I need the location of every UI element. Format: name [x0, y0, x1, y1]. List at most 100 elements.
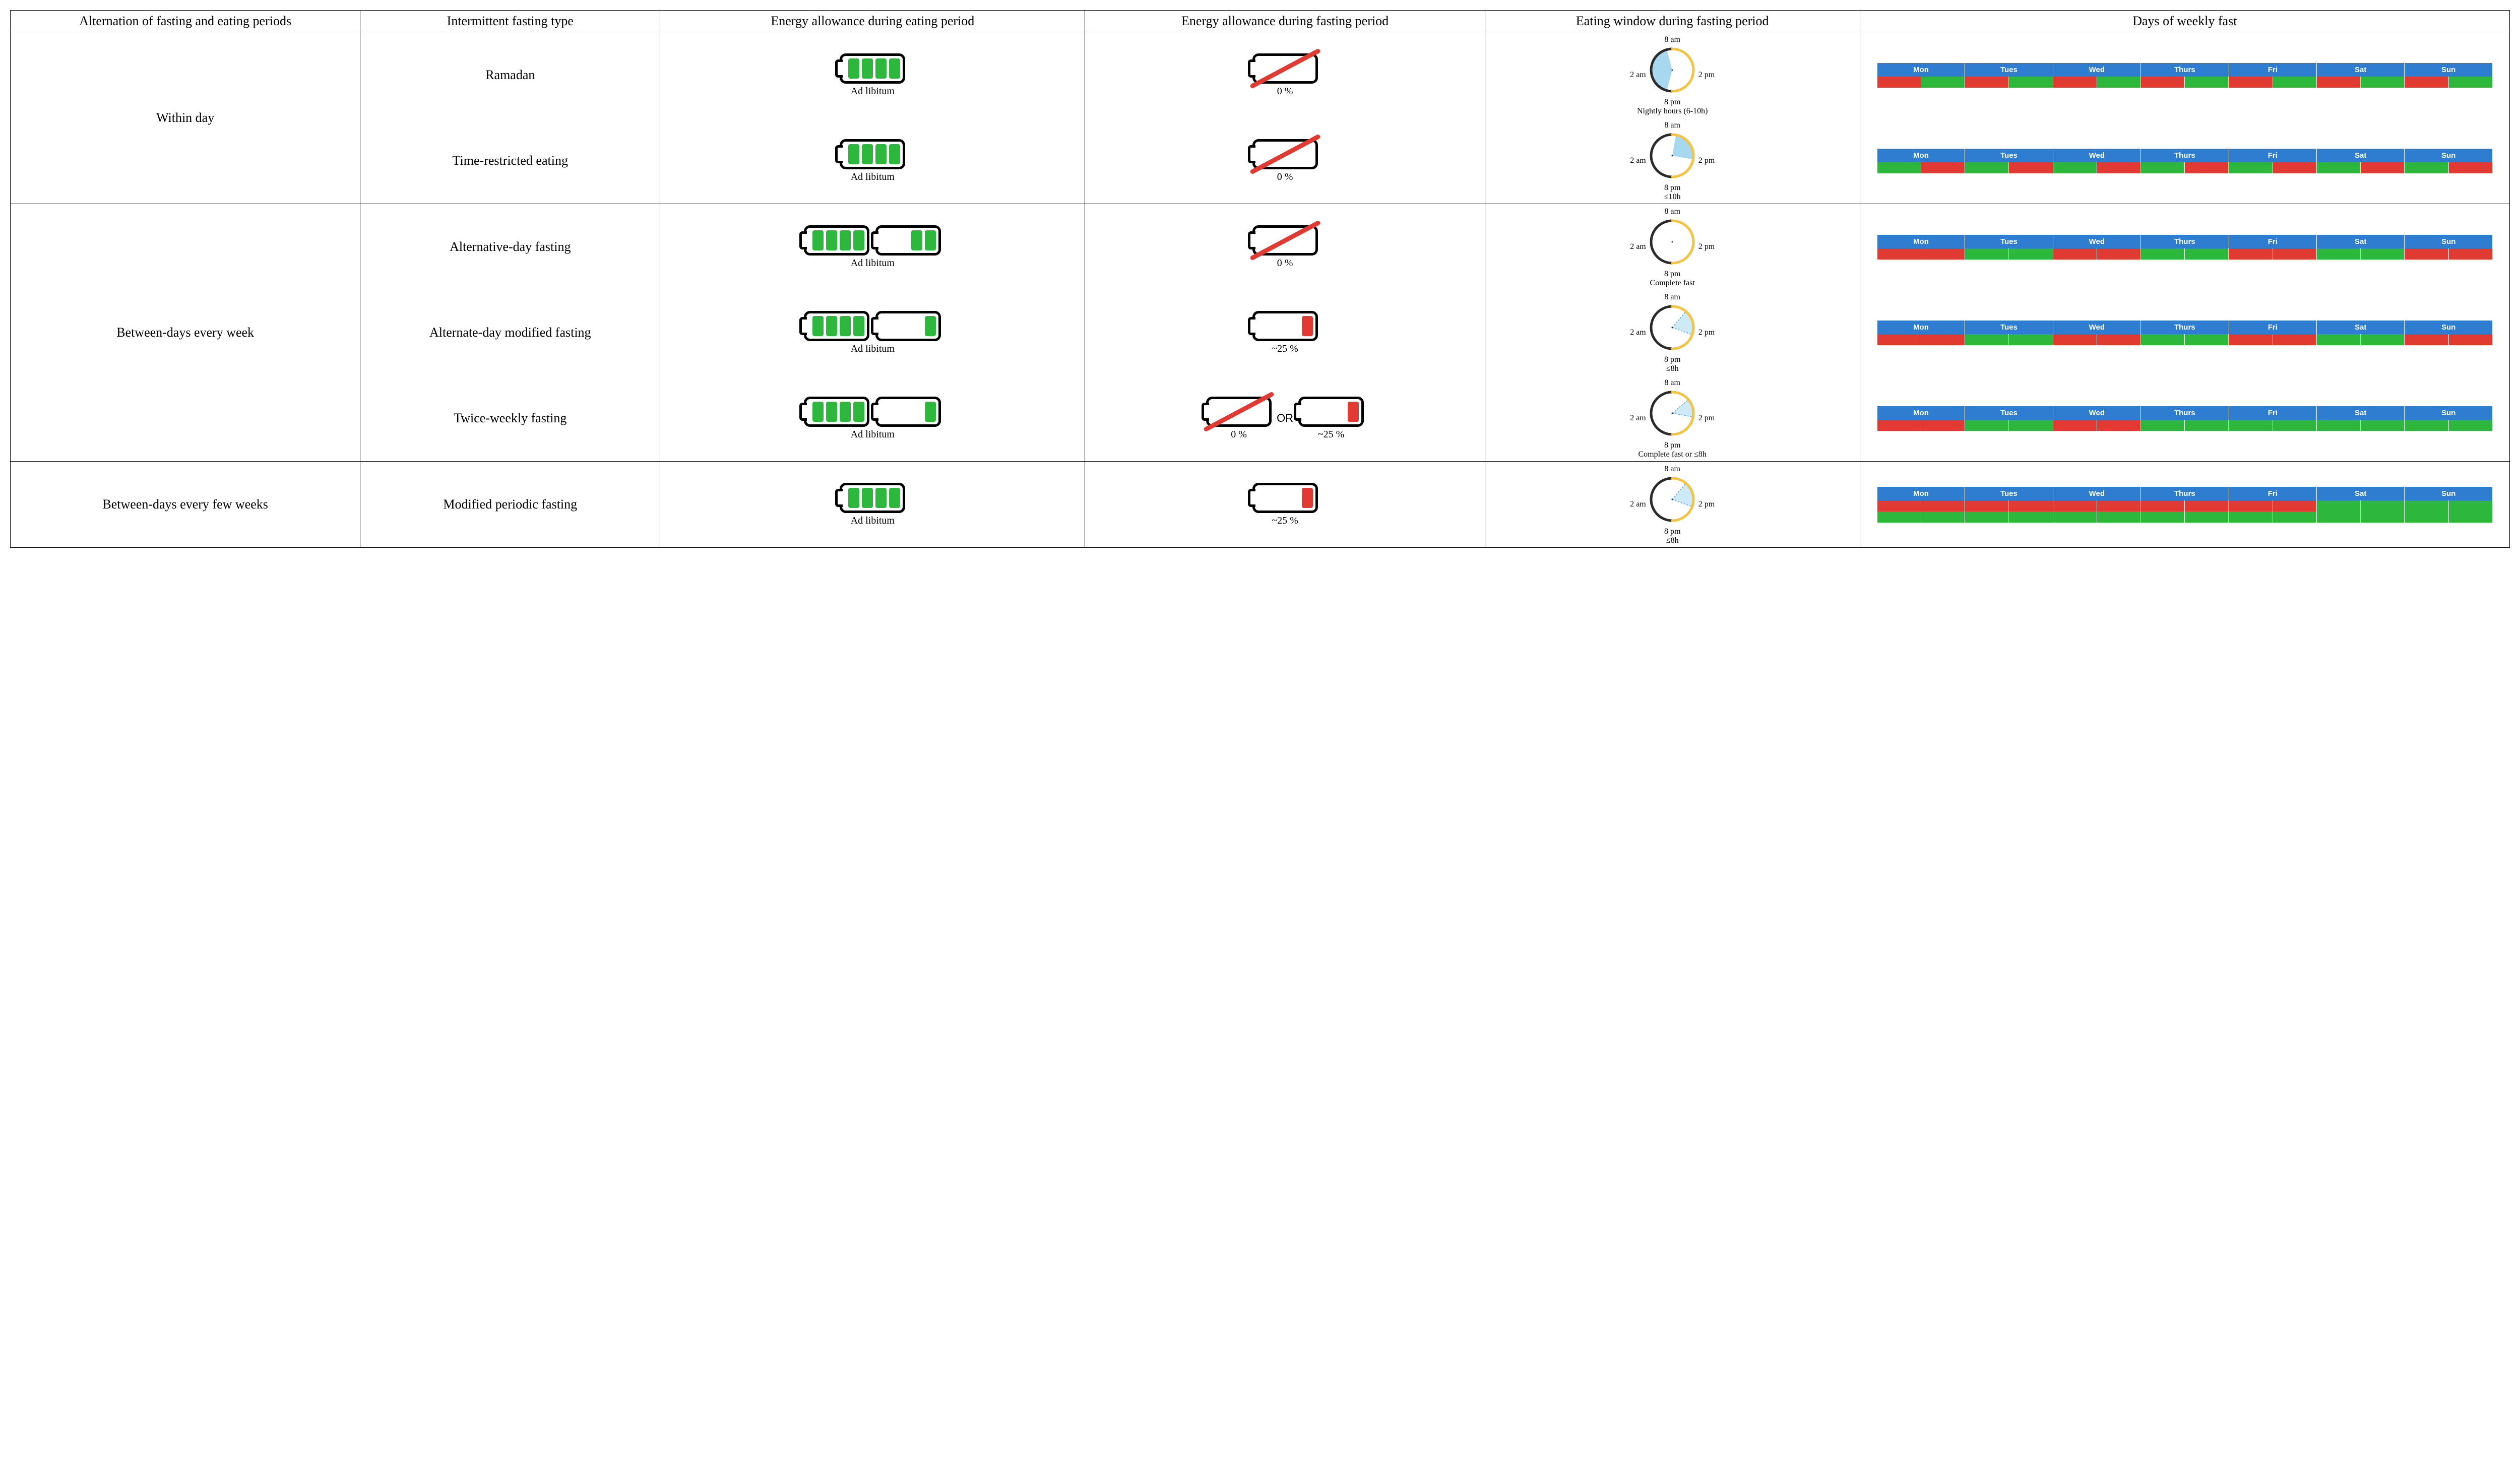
week-day-label: Sat — [2317, 235, 2405, 248]
clock-label: 2 pm — [1698, 156, 1715, 165]
clock-icon: 8 am8 pm2 am2 pmComplete fast — [1632, 209, 1713, 285]
battery-caption: Ad libitum — [851, 429, 895, 440]
battery-caption: Ad libitum — [851, 515, 895, 527]
battery-icon — [1252, 225, 1318, 256]
clock-label: 8 am — [1664, 121, 1680, 130]
col-type: RamadanTime-restricted eating — [360, 32, 660, 204]
battery-icon — [840, 53, 905, 84]
week-block: MonTuesWedThursFriSatSun — [1877, 149, 2492, 173]
battery-caption: Ad libitum — [851, 86, 895, 97]
header-weekly-days: Days of weekly fast — [1860, 11, 2509, 32]
group-label: Within day — [11, 32, 360, 204]
week-day-label: Tues — [1965, 235, 2053, 248]
fasting-table: Alternation of fasting and eating period… — [10, 10, 2510, 548]
week-day-label: Sun — [2405, 149, 2492, 162]
clock-label: 2 am — [1630, 71, 1646, 80]
clock-label: 8 pm — [1664, 98, 1680, 107]
col-fasting: 0 %~25 %0 %OR~25 % — [1085, 204, 1485, 462]
week-day-label: Tues — [1965, 321, 2053, 334]
col-window: 8 am8 pm2 am2 pm≤8h — [1485, 462, 1860, 548]
clock-caption: Complete fast — [1650, 279, 1695, 288]
battery-icon — [840, 483, 905, 513]
battery-caption: Ad libitum — [851, 343, 895, 355]
battery-icon — [804, 311, 869, 341]
type-label: Alternate-day modified fasting — [360, 290, 660, 375]
week-block: MonTuesWedThursFriSatSun — [1877, 487, 2492, 523]
clock-icon: 8 am8 pm2 am2 pm≤8h — [1632, 467, 1713, 542]
week-day-label: Fri — [2229, 321, 2317, 334]
week-day-label: Tues — [1965, 406, 2053, 420]
battery-caption: ~25 % — [1272, 515, 1298, 527]
type-label: Twice-weekly fasting — [360, 375, 660, 461]
week-day-label: Sun — [2405, 406, 2492, 420]
week-day-label: Mon — [1877, 235, 1965, 248]
week-day-label: Sat — [2317, 487, 2405, 500]
battery-icon — [875, 311, 941, 341]
battery-caption: 0 % — [1231, 429, 1247, 440]
clock-label: 2 pm — [1698, 414, 1715, 423]
col-type: Modified periodic fasting — [360, 462, 660, 548]
clock-label: 2 am — [1630, 328, 1646, 337]
col-week: MonTuesWedThursFriSatSunMonTuesWedThursF… — [1860, 204, 2509, 462]
week-day-label: Thurs — [2141, 487, 2229, 500]
week-day-label: Sat — [2317, 63, 2405, 77]
col-fasting: 0 % 0 % — [1085, 32, 1485, 204]
week-day-label: Wed — [2053, 235, 2141, 248]
clock-label: 8 pm — [1664, 527, 1680, 536]
group-label: Between-days every week — [11, 204, 360, 462]
clock-label: 2 am — [1630, 414, 1646, 423]
clock-caption: Nightly hours (6-10h) — [1637, 107, 1708, 116]
battery-icon — [840, 139, 905, 169]
clock-label: 8 pm — [1664, 355, 1680, 364]
week-day-label: Thurs — [2141, 235, 2229, 248]
battery-caption: ~25 % — [1318, 429, 1344, 440]
week-day-label: Sat — [2317, 406, 2405, 420]
battery-caption: ~25 % — [1272, 343, 1298, 355]
type-label: Time-restricted eating — [360, 118, 660, 204]
week-day-label: Thurs — [2141, 63, 2229, 77]
header-type: Intermittent fasting type — [360, 11, 660, 32]
clock-caption: Complete fast or ≤8h — [1638, 450, 1706, 459]
clock-caption: ≤8h — [1666, 536, 1679, 545]
clock-label: 8 pm — [1664, 441, 1680, 450]
clock-label: 8 pm — [1664, 270, 1680, 279]
week-day-label: Sun — [2405, 321, 2492, 334]
col-eating: Ad libitum Ad libitum Ad libitum — [660, 204, 1085, 462]
week-day-label: Wed — [2053, 149, 2141, 162]
col-week: MonTuesWedThursFriSatSunMonTuesWedThursF… — [1860, 32, 2509, 204]
clock-caption: ≤10h — [1664, 193, 1681, 202]
clock-caption: ≤8h — [1666, 364, 1679, 373]
clock-label: 2 pm — [1698, 242, 1715, 251]
clock-label: 8 am — [1664, 465, 1680, 474]
week-day-label: Mon — [1877, 487, 1965, 500]
week-block: MonTuesWedThursFriSatSun — [1877, 321, 2492, 345]
battery-icon — [1298, 397, 1364, 427]
battery-caption: Ad libitum — [851, 258, 895, 269]
clock-label: 2 pm — [1698, 328, 1715, 337]
battery-icon — [1206, 397, 1272, 427]
battery-caption: 0 % — [1277, 86, 1293, 97]
header-fasting-energy: Energy allowance during fasting period — [1085, 11, 1485, 32]
week-day-label: Mon — [1877, 149, 1965, 162]
week-day-label: Sun — [2405, 63, 2492, 77]
week-day-label: Mon — [1877, 406, 1965, 420]
type-label: Alternative-day fasting — [360, 204, 660, 290]
week-day-label: Thurs — [2141, 406, 2229, 420]
clock-label: 2 am — [1630, 156, 1646, 165]
battery-caption: 0 % — [1277, 171, 1293, 183]
week-day-label: Tues — [1965, 487, 2053, 500]
col-fasting: ~25 % — [1085, 462, 1485, 548]
clock-icon: 8 am8 pm2 am2 pm≤10h — [1632, 123, 1713, 199]
week-day-label: Wed — [2053, 321, 2141, 334]
clock-icon: 8 am 8 pm 2 am 2 pm Complete fast or ≤8h — [1632, 380, 1713, 456]
clock-label: 8 am — [1664, 378, 1680, 388]
col-window: 8 am 8 pm 2 am 2 pm Complete fast 8 am 8 pm 2 a… — [1485, 204, 1860, 462]
week-day-label: Fri — [2229, 487, 2317, 500]
week-day-label: Fri — [2229, 406, 2317, 420]
clock-icon: 8 am8 pm2 am2 pmNightly hours (6-10h) — [1632, 37, 1713, 113]
week-day-label: Sat — [2317, 149, 2405, 162]
battery-icon — [875, 397, 941, 427]
col-eating: Ad libitumAd libitum — [660, 32, 1085, 204]
header-eating-window: Eating window during fasting period — [1485, 11, 1860, 32]
week-block: MonTuesWedThursFriSatSun — [1877, 406, 2492, 431]
